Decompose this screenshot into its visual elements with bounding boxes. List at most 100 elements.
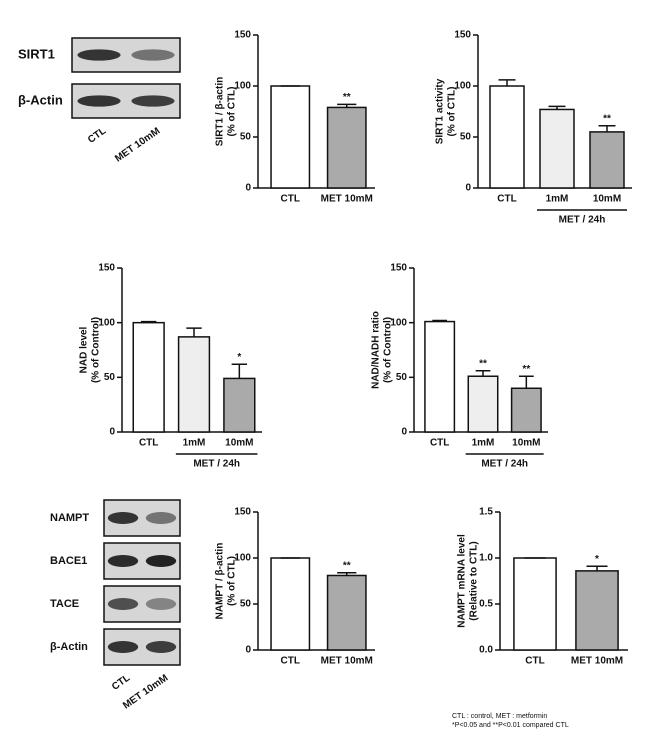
- blot-band: [145, 598, 177, 610]
- blot-band: [107, 641, 139, 653]
- blot-band: [131, 49, 175, 61]
- error-bar: [598, 125, 616, 132]
- y-axis-label: (% of Control): [383, 317, 394, 383]
- blot-lane-label: MET 10mM: [113, 126, 162, 165]
- y-axis-label: (Relative to CTL): [469, 541, 480, 620]
- blot-band: [77, 49, 121, 61]
- error-bar: [498, 79, 516, 86]
- group-label: MET / 24h: [559, 215, 606, 226]
- y-tick-label: 0.0: [479, 645, 493, 656]
- blot-band: [107, 512, 139, 524]
- y-axis-label: NAMPT / β-actin: [215, 543, 226, 620]
- x-tick-label: MET 10mM: [321, 656, 373, 667]
- significance-label: **: [479, 358, 487, 369]
- y-axis-label: (% of CTL): [447, 87, 458, 137]
- error-bar: [140, 320, 157, 323]
- blot-band: [107, 598, 139, 610]
- y-axis-label: (% of Control): [91, 317, 102, 383]
- bar: [467, 375, 499, 433]
- y-axis-label: NAD/NADH ratio: [371, 311, 382, 389]
- y-axis-label: NAD level: [79, 326, 90, 373]
- bar: [132, 321, 165, 433]
- significance-label: **: [603, 113, 611, 124]
- y-tick-label: 50: [240, 599, 252, 610]
- bar: [589, 131, 625, 189]
- blot-row-label: β-Actin: [50, 641, 88, 653]
- x-tick-label: 1mM: [546, 194, 569, 205]
- blot-lane-label: CTL: [110, 673, 132, 693]
- y-tick-label: 50: [460, 132, 472, 143]
- y-tick-label: 100: [98, 317, 115, 328]
- footnote-line: CTL : control, MET : metformin: [452, 713, 547, 720]
- y-tick-label: 100: [454, 81, 471, 92]
- x-tick-label: CTL: [281, 656, 300, 667]
- error-bar: [432, 319, 448, 322]
- x-tick-label: 1mM: [472, 438, 495, 449]
- error-bar: [475, 370, 491, 377]
- y-axis-label: (% of CTL): [227, 87, 238, 137]
- y-tick-label: 1.0: [479, 553, 493, 564]
- bar: [575, 570, 619, 651]
- bar: [177, 336, 211, 433]
- x-tick-label: CTL: [430, 438, 449, 449]
- x-tick-label: 10mM: [225, 438, 253, 449]
- significance-label: **: [343, 560, 351, 571]
- blot-lane-label: CTL: [86, 126, 108, 146]
- x-tick-label: CTL: [281, 194, 300, 205]
- y-tick-label: 0.5: [479, 599, 493, 610]
- y-axis-label: NAMPT mRNA level: [457, 534, 468, 628]
- bar: [510, 387, 542, 433]
- bar: [539, 108, 575, 189]
- significance-label: **: [343, 92, 351, 103]
- bar: [270, 85, 311, 189]
- x-tick-label: 10mM: [512, 438, 540, 449]
- y-tick-label: 0: [465, 183, 471, 194]
- error-bar: [548, 105, 566, 110]
- x-tick-label: CTL: [139, 438, 158, 449]
- blot-band: [77, 95, 121, 107]
- y-tick-label: 50: [240, 132, 252, 143]
- y-tick-label: 0: [245, 183, 251, 194]
- bar: [326, 574, 367, 651]
- x-tick-label: 10mM: [593, 194, 621, 205]
- significance-label: *: [595, 554, 599, 565]
- blot-row-label: TACE: [50, 598, 79, 610]
- y-tick-label: 50: [104, 372, 116, 383]
- group-label: MET / 24h: [481, 459, 528, 470]
- blot-band: [145, 555, 177, 567]
- significance-label: **: [522, 364, 530, 375]
- y-tick-label: 150: [234, 507, 251, 518]
- y-tick-label: 150: [390, 263, 407, 274]
- blot-row-label: BACE1: [50, 555, 87, 567]
- y-tick-label: 150: [454, 30, 471, 41]
- bar: [223, 377, 256, 433]
- y-tick-label: 0: [245, 645, 251, 656]
- x-tick-label: MET 10mM: [571, 656, 623, 667]
- y-tick-label: 50: [396, 372, 408, 383]
- error-bar: [337, 103, 357, 108]
- x-tick-label: CTL: [497, 194, 516, 205]
- group-label: MET / 24h: [193, 459, 240, 470]
- blot-band: [107, 555, 139, 567]
- bar: [424, 320, 456, 433]
- y-tick-label: 0: [109, 427, 115, 438]
- bar: [489, 85, 525, 189]
- bar: [513, 557, 557, 651]
- y-tick-label: 150: [98, 263, 115, 274]
- y-tick-label: 1.5: [479, 507, 493, 518]
- x-tick-label: 1mM: [183, 438, 206, 449]
- error-bar: [586, 565, 608, 571]
- y-tick-label: 100: [234, 553, 251, 564]
- blot-band: [131, 95, 175, 107]
- x-tick-label: MET 10mM: [321, 194, 373, 205]
- significance-label: *: [237, 352, 241, 363]
- error-bar: [337, 571, 357, 576]
- blot-row-label: β-Actin: [18, 92, 63, 107]
- y-axis-label: (% of CTL): [227, 556, 238, 606]
- bar: [326, 106, 367, 189]
- blot-band: [145, 512, 177, 524]
- y-axis-label: SIRT1 activity: [435, 78, 446, 144]
- blot-band: [145, 641, 177, 653]
- error-bar: [231, 363, 248, 379]
